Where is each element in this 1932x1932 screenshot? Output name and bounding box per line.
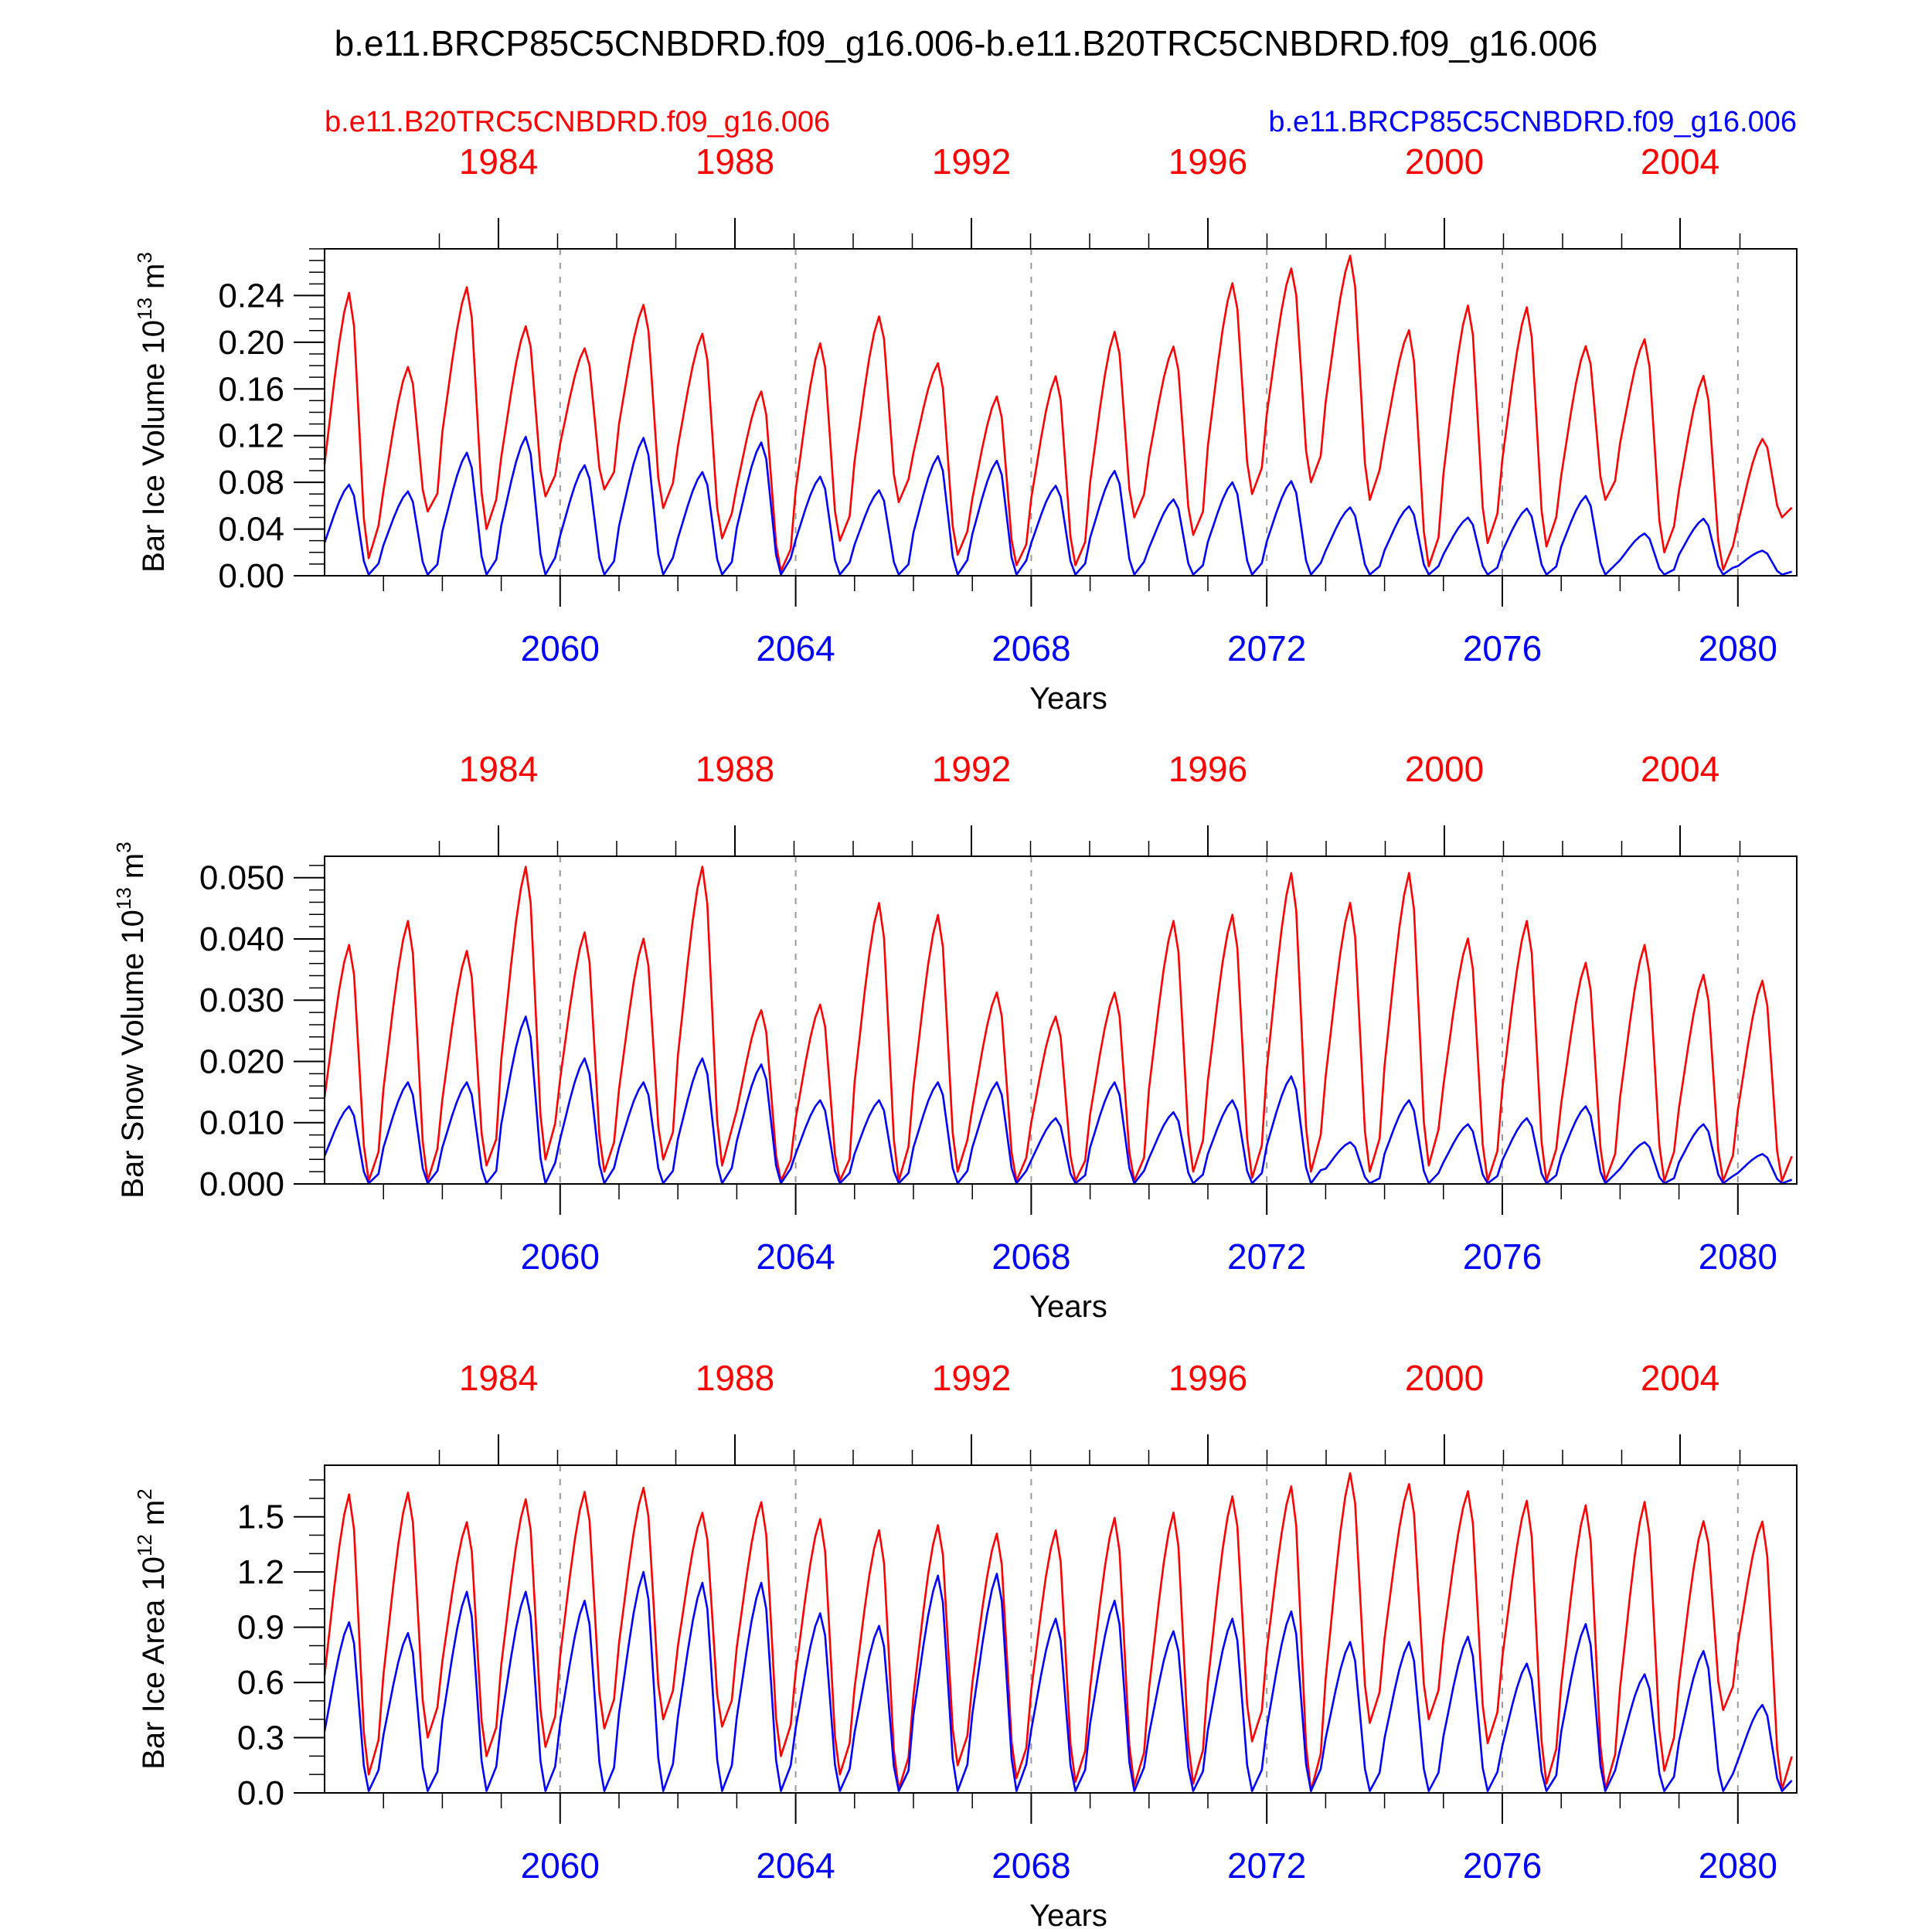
x-tick-label-top: 2004 — [1641, 749, 1719, 789]
x-tick-label-bottom: 2064 — [756, 1236, 835, 1277]
y-tick-label: 0.08 — [218, 464, 284, 502]
x-tick-label-top: 1996 — [1168, 1358, 1247, 1398]
y-tick-label: 0.010 — [199, 1104, 284, 1142]
x-tick-label-bottom: 2060 — [521, 1845, 600, 1886]
plot-frame — [324, 1464, 1798, 1794]
legend-blue-label: b.e11.BRCP85C5CNBDRD.f09_g16.006 — [1268, 106, 1797, 138]
x-tick-label-top: 2000 — [1405, 141, 1484, 182]
series-line-red — [323, 254, 1793, 573]
y-axis-label: Bar Snow Volume 1013 m3 — [112, 842, 150, 1198]
x-axis-label: Years — [1029, 1290, 1107, 1324]
y-tick-label: 0.020 — [199, 1043, 284, 1080]
x-tick-label-bottom: 2060 — [521, 628, 600, 668]
x-tick-label-top: 1984 — [459, 749, 538, 789]
x-tick-label-top: 2000 — [1405, 749, 1484, 789]
x-tick-label-top: 2000 — [1405, 1358, 1484, 1398]
y-tick-label: 1.5 — [237, 1498, 284, 1536]
y-tick-label: 0.20 — [218, 324, 284, 362]
x-tick-label-top: 2004 — [1641, 141, 1719, 182]
x-tick-label-top: 1992 — [932, 1358, 1011, 1398]
x-tick-label-bottom: 2068 — [992, 628, 1070, 668]
panel-1: 0.00 0.04 0.08 0.12 0.16 0.20 0.24 2060 2064 2068… — [133, 141, 1798, 716]
plot-frame — [324, 855, 1798, 1185]
panel-3: 0.0 0.3 0.6 0.9 1.2 1.5 2060 2064 2068 2072 2076 20… — [133, 1358, 1798, 1932]
y-tick-label: 0.9 — [237, 1609, 284, 1647]
x-tick-label-bottom: 2068 — [992, 1236, 1070, 1277]
x-tick-label-top: 1984 — [459, 1358, 538, 1398]
series-line-red — [323, 1472, 1793, 1792]
legend-red-label: b.e11.B20TRC5CNBDRD.f09_g16.006 — [325, 106, 830, 138]
x-tick-label-bottom: 2072 — [1227, 628, 1306, 668]
y-tick-label: 0.04 — [218, 511, 284, 549]
x-tick-label-top: 1988 — [696, 749, 774, 789]
y-tick-label: 0.00 — [218, 557, 284, 595]
x-tick-label-bottom: 2068 — [992, 1845, 1070, 1886]
x-tick-label-bottom: 2064 — [756, 628, 835, 668]
y-tick-label: 0.6 — [237, 1664, 284, 1702]
x-axis-label: Years — [1029, 682, 1107, 716]
x-tick-label-top: 1988 — [696, 1358, 774, 1398]
x-tick-label-bottom: 2076 — [1463, 1845, 1542, 1886]
x-tick-label-top: 2004 — [1641, 1358, 1719, 1398]
x-tick-label-top: 1996 — [1168, 749, 1247, 789]
chart-title: b.e11.BRCP85C5CNBDRD.f09_g16.006-b.e11.B… — [335, 23, 1598, 63]
series-line-blue — [323, 1015, 1793, 1185]
panel-2: 0.000 0.010 0.020 0.030 0.040 0.050 2060 2064 20… — [112, 749, 1798, 1324]
x-tick-label-bottom: 2080 — [1699, 628, 1777, 668]
x-tick-label-top: 1996 — [1168, 141, 1247, 182]
x-tick-label-bottom: 2076 — [1463, 1236, 1542, 1277]
x-tick-label-top: 1992 — [932, 141, 1011, 182]
x-tick-label-bottom: 2072 — [1227, 1845, 1306, 1886]
x-tick-label-bottom: 2072 — [1227, 1236, 1306, 1277]
y-tick-label: 0.030 — [199, 981, 284, 1019]
x-tick-label-top: 1988 — [696, 141, 774, 182]
y-axis-label: Bar Ice Volume 1013 m3 — [133, 252, 171, 573]
x-tick-label-top: 1984 — [459, 141, 538, 182]
y-tick-label: 0.12 — [218, 417, 284, 455]
y-tick-label: 0.0 — [237, 1774, 284, 1812]
x-tick-label-bottom: 2080 — [1699, 1236, 1777, 1277]
x-tick-label-bottom: 2060 — [521, 1236, 600, 1277]
y-tick-label: 0.24 — [218, 277, 284, 315]
y-tick-label: 0.3 — [237, 1719, 284, 1757]
x-tick-label-bottom: 2080 — [1699, 1845, 1777, 1886]
series-line-blue — [323, 435, 1792, 576]
y-tick-label: 0.000 — [199, 1165, 284, 1203]
series-line-red — [323, 866, 1793, 1182]
y-tick-label: 1.2 — [237, 1553, 284, 1591]
x-tick-label-bottom: 2064 — [756, 1845, 835, 1886]
panels: 0.00 0.04 0.08 0.12 0.16 0.20 0.24 2060 2064 2068… — [112, 141, 1798, 1932]
x-axis-label: Years — [1029, 1899, 1107, 1932]
y-axis-label: Bar Ice Area 1012 m2 — [133, 1488, 171, 1770]
series-line-blue — [323, 1570, 1793, 1792]
y-tick-label: 0.040 — [199, 920, 284, 958]
y-tick-label: 0.16 — [218, 370, 284, 408]
y-tick-label: 0.050 — [199, 859, 284, 897]
x-tick-label-bottom: 2076 — [1463, 628, 1542, 668]
x-tick-label-top: 1992 — [932, 749, 1011, 789]
